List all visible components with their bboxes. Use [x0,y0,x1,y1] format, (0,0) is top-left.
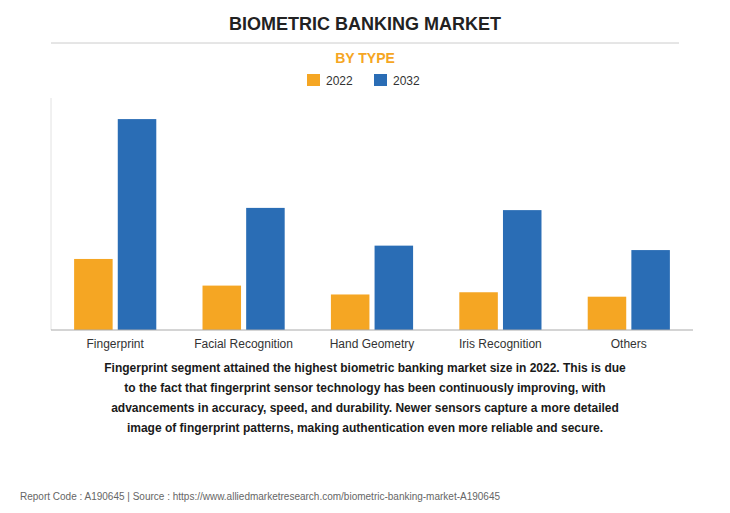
chart: BIOMETRIC BANKING MARKET BY TYPE 2022 2032 F… [0,0,730,513]
annotation-line: image of fingerprint patterns, making au… [127,421,603,435]
subtitle: BY TYPE [335,50,395,66]
x-axis-line [51,330,693,331]
footnote: Report Code : A190645 | Source : https:/… [20,491,500,502]
bar [246,208,285,330]
bar [74,259,113,330]
background [0,0,730,513]
annotation: Fingerprint segment attained the highest… [104,361,626,435]
y-axis-line [51,98,52,330]
bar [118,119,157,330]
x-tick-label: Fingerprint [87,337,145,351]
title-rule [51,43,679,44]
bar [631,250,670,330]
annotation-line: to the fact that fingerprint sensor tech… [124,381,605,395]
title: BIOMETRIC BANKING MARKET [229,14,501,34]
legend-swatch [374,74,387,86]
x-tick-label: Facial Recognition [194,337,293,351]
bar [331,294,370,330]
bar [503,210,542,330]
bar [203,286,242,330]
legend-label: 2032 [393,74,420,88]
bars [74,119,670,330]
legend: 2022 2032 [307,74,420,88]
x-tick-label: Hand Geometry [330,337,415,351]
legend-label: 2022 [326,74,353,88]
annotation-line: advancements in accuracy, speed, and dur… [111,401,619,415]
bar [375,246,414,330]
bar [588,297,627,330]
x-tick-label: Iris Recognition [459,337,542,351]
bar [459,292,498,330]
x-tick-label: Others [611,337,647,351]
annotation-line: Fingerprint segment attained the highest… [104,361,626,375]
legend-swatch [307,74,320,86]
